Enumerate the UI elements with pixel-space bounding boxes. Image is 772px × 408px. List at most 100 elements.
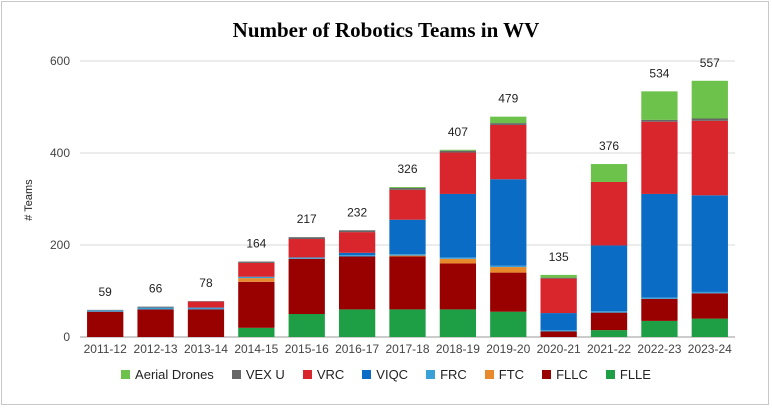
bar-segment (590, 330, 628, 337)
bar-segment (641, 121, 678, 194)
bar-segment (490, 272, 527, 312)
bar-segment (490, 267, 527, 273)
bar-segment (338, 309, 376, 337)
bar-segment (641, 298, 678, 321)
bar-segment (238, 262, 275, 277)
bar-segment (540, 331, 577, 337)
bar-segment (490, 179, 527, 266)
bar-segment (691, 195, 728, 292)
legend-item: FLLC (542, 367, 588, 382)
y-axis-label: # Teams (23, 179, 35, 221)
legend-item: VIQC (362, 367, 408, 382)
bar-segment (187, 301, 225, 308)
data-label: 66 (149, 282, 163, 296)
chart-legend: Aerial Drones VEX U VRC VIQC FRC FTC FLLC FLLE (0, 367, 772, 382)
bar-segment (540, 274, 577, 278)
x-tick-label: 2019-20 (486, 342, 530, 356)
data-label: 78 (199, 276, 213, 290)
legend-swatch (484, 370, 494, 379)
bar-segment (439, 152, 477, 194)
bar-segment (439, 309, 477, 337)
bar-segment (540, 330, 577, 332)
data-label: 164 (246, 237, 266, 251)
x-tick-label: 2012-13 (134, 342, 178, 356)
legend-label: FTC (498, 367, 525, 382)
bar-segment (641, 320, 678, 337)
bar-segment (590, 245, 628, 312)
bar-segment (238, 327, 275, 337)
y-tick-label: 600 (50, 54, 70, 68)
y-tick-label: 200 (50, 238, 70, 252)
bar-segment (590, 164, 628, 182)
legend-swatch (426, 370, 436, 379)
bar-segment (540, 277, 577, 279)
x-tick-label: 2022-23 (637, 342, 681, 356)
bar-segment (338, 252, 376, 256)
bar-segment (338, 232, 376, 253)
bar-segment (490, 265, 527, 268)
bar-segment (439, 263, 477, 310)
bar-segment (389, 254, 426, 256)
bar-segment (439, 193, 477, 258)
bar-segment (187, 309, 225, 337)
bar-segment (338, 230, 376, 233)
bar-segment (389, 309, 426, 337)
legend-swatch (121, 370, 131, 379)
bar-segment (691, 120, 728, 196)
bar-segment (288, 314, 325, 337)
chart-title: Number of Robotics Teams in WV (232, 18, 540, 42)
bar-segment (338, 255, 376, 257)
legend-label: VIQC (376, 367, 409, 382)
bar-segment (288, 257, 325, 259)
data-label: 217 (297, 212, 317, 226)
y-tick-label: 0 (63, 330, 70, 344)
data-label: 135 (549, 250, 569, 264)
bar-segment (490, 116, 527, 124)
x-tick-label: 2018-19 (436, 342, 480, 356)
bar-segment (641, 193, 678, 298)
legend-label: FRC (440, 367, 467, 382)
legend-item: VEX U (231, 367, 285, 382)
bar-segment (137, 307, 174, 310)
bar-segment (691, 318, 728, 337)
legend-swatch (542, 370, 552, 379)
bar-segment (338, 256, 376, 310)
bar-segment (238, 278, 275, 282)
bar-segment (691, 118, 728, 121)
bar-segment (238, 276, 275, 279)
x-tick-label: 2013-14 (184, 342, 228, 356)
legend-label: Aerial Drones (135, 367, 214, 382)
data-label: 59 (99, 285, 113, 299)
bar-segment (389, 256, 426, 310)
bar-segment (87, 311, 124, 337)
bar-segment (490, 123, 527, 125)
legend-label: FLLE (619, 367, 651, 382)
bar-segment (389, 189, 426, 220)
y-tick-label: 400 (50, 146, 70, 160)
data-label: 376 (599, 139, 619, 153)
bar-segment (490, 311, 527, 337)
legend-item: FTC (484, 367, 525, 382)
x-tick-label: 2023-24 (688, 342, 732, 356)
bar-segment (641, 119, 678, 122)
bar-segment (590, 181, 628, 246)
bar-segment (439, 257, 477, 259)
bar-segment (691, 291, 728, 294)
bar-segment (590, 311, 628, 313)
bar-segment (389, 187, 426, 188)
data-label: 232 (347, 205, 367, 219)
data-label: 479 (498, 92, 518, 106)
bar-segment (490, 124, 527, 180)
bar-segment (691, 80, 728, 119)
legend-label: FLLC (556, 367, 588, 382)
legend-swatch (362, 370, 372, 379)
bar-segment (137, 306, 174, 308)
legend-swatch (302, 370, 312, 379)
legend-item: VRC (302, 367, 344, 382)
x-tick-label: 2020-21 (537, 342, 581, 356)
legend-item: Aerial Drones (121, 367, 214, 382)
bar-segment (238, 261, 275, 263)
bar-segment (389, 219, 426, 255)
